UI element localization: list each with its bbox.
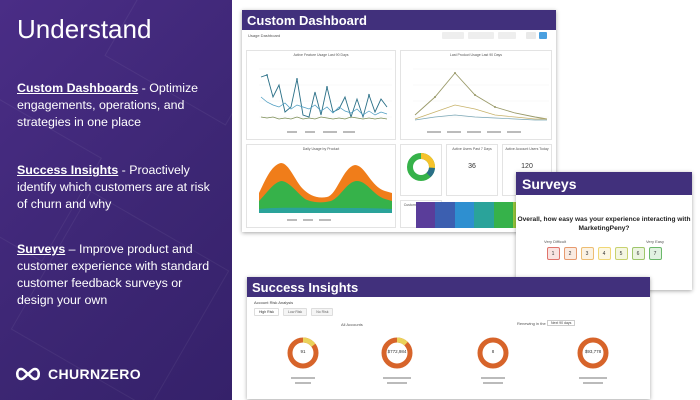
donut-ring xyxy=(381,337,413,369)
feature-heading[interactable]: Surveys xyxy=(17,242,66,256)
rating-option-7[interactable]: 7 xyxy=(648,247,662,260)
renewal-period-select[interactable]: Next 90 days xyxy=(547,320,576,326)
kpi-label: Active Account Users Today xyxy=(505,147,549,151)
kpi-label: Active Users Past 7 Days xyxy=(452,147,492,151)
custom-dashboard-title: Custom Dashboard xyxy=(242,10,556,30)
product-usage-line-chart xyxy=(413,68,549,133)
success-insights-title: Success Insights xyxy=(247,277,650,297)
scale-high-label: Very Easy xyxy=(645,239,664,244)
tab-high-risk[interactable]: High Risk xyxy=(254,308,279,316)
feature-usage-panel: Active Feature Usage Last 90 Days xyxy=(246,50,396,140)
strip-segment xyxy=(493,202,514,228)
feature-separator: - xyxy=(118,163,130,177)
daily-usage-panel: Daily Usage by Product xyxy=(246,144,396,228)
donut-legends xyxy=(291,377,607,384)
section-title: Understand xyxy=(17,14,152,44)
donut-high-risk-arr[interactable]: $772,984 xyxy=(379,335,415,371)
strip-segment xyxy=(454,202,475,228)
date-filter[interactable] xyxy=(442,32,464,39)
feature-custom-dashboards: Custom Dashboards - Optimize engagements… xyxy=(17,80,222,131)
feature-description: Optimize engagements, operations, and st… xyxy=(17,81,199,129)
risk-donut-row: All Accounts Renewing in the Next 90 day… xyxy=(247,320,650,395)
feature-description: Proactively identify which customers are… xyxy=(17,163,210,211)
strip-segment xyxy=(435,202,455,228)
donut-ring xyxy=(287,337,319,369)
add-widget-button[interactable] xyxy=(539,32,547,39)
actions-button[interactable] xyxy=(526,32,536,39)
feature-surveys: Surveys – Improve product and customer e… xyxy=(17,241,222,309)
survey-rating-options: 1 2 3 4 5 6 7 xyxy=(516,247,692,260)
donut-renewing-arr[interactable]: $93,778 xyxy=(575,335,611,371)
success-insights-window: Success Insights Account Risk Analysis H… xyxy=(247,277,650,399)
feature-usage-line-chart xyxy=(259,68,392,133)
panel-title: Active Feature Usage Last 90 Days xyxy=(293,53,349,57)
feature-separator: - xyxy=(138,81,150,95)
donut-high-risk-accounts[interactable]: 91 xyxy=(285,335,321,371)
tab-low-risk[interactable]: Low Risk xyxy=(282,308,308,316)
custom-dashboard-window: Custom Dashboard Usage Dashboard Active … xyxy=(242,10,556,232)
dashboard-toolbar: Usage Dashboard xyxy=(242,30,556,42)
left-panel: Understand Custom Dashboards - Optimize … xyxy=(0,0,232,400)
donut-ring xyxy=(577,337,609,369)
donut-value: $93,778 xyxy=(584,349,602,354)
kpi-active-users: Active Users Past 7 Days 36 xyxy=(446,144,498,196)
product-usage-panel: Last Product Usage Last 90 Days xyxy=(400,50,552,140)
account-health-donut-chart xyxy=(407,153,435,181)
rating-option-6[interactable]: 6 xyxy=(631,247,645,260)
owner-filter[interactable] xyxy=(498,32,516,39)
feature-separator: – xyxy=(65,242,80,256)
feature-heading[interactable]: Custom Dashboards xyxy=(17,81,139,95)
surveys-window: Surveys Overall, how easy was your exper… xyxy=(516,172,692,290)
kpi-value: 120 xyxy=(521,163,533,170)
strip-segment xyxy=(416,202,436,228)
rating-option-5[interactable]: 5 xyxy=(614,247,628,260)
churnzero-logo: CHURNZERO xyxy=(14,366,141,382)
segment-filter[interactable] xyxy=(468,32,494,39)
daily-usage-area-chart xyxy=(259,163,392,221)
strip-segment xyxy=(474,202,494,228)
tab-no-risk[interactable]: No Risk xyxy=(311,308,334,316)
donut-ring xyxy=(477,337,509,369)
dashboard-selector[interactable]: Usage Dashboard xyxy=(248,33,281,38)
scale-low-label: Very Difficult xyxy=(544,239,567,244)
logo-text: CHURNZERO xyxy=(48,366,142,382)
donut-renewing-accounts[interactable]: 8 xyxy=(475,335,511,371)
donut-value: $772,984 xyxy=(387,349,407,354)
rating-option-1[interactable]: 1 xyxy=(546,247,560,260)
renewing-label: Renewing in the xyxy=(517,321,546,326)
risk-tabs: High Risk Low Risk No Risk xyxy=(247,305,650,316)
rating-option-3[interactable]: 3 xyxy=(580,247,594,260)
panel-title: Last Product Usage Last 90 Days xyxy=(449,53,503,57)
survey-scale-labels: Very Difficult Very Easy xyxy=(544,239,664,244)
rating-option-2[interactable]: 2 xyxy=(563,247,577,260)
all-accounts-label: All Accounts xyxy=(341,322,363,327)
account-health-panel xyxy=(400,144,442,196)
rating-option-4[interactable]: 4 xyxy=(597,247,611,260)
survey-question: Overall, how easy was your experience in… xyxy=(517,216,691,232)
donut-value: 91 xyxy=(300,349,306,354)
insights-subtitle: Account Risk Analysis xyxy=(254,300,294,305)
donut-value: 8 xyxy=(491,349,495,354)
feature-heading[interactable]: Success Insights xyxy=(17,163,119,177)
feature-description: Improve product and customer experience … xyxy=(17,242,210,307)
panel-title: Daily Usage by Product xyxy=(302,147,340,151)
surveys-title: Surveys xyxy=(516,172,692,195)
feature-success-insights: Success Insights - Proactively identify … xyxy=(17,162,222,213)
infinity-logo-icon xyxy=(15,367,41,381)
kpi-value: 36 xyxy=(468,163,476,170)
